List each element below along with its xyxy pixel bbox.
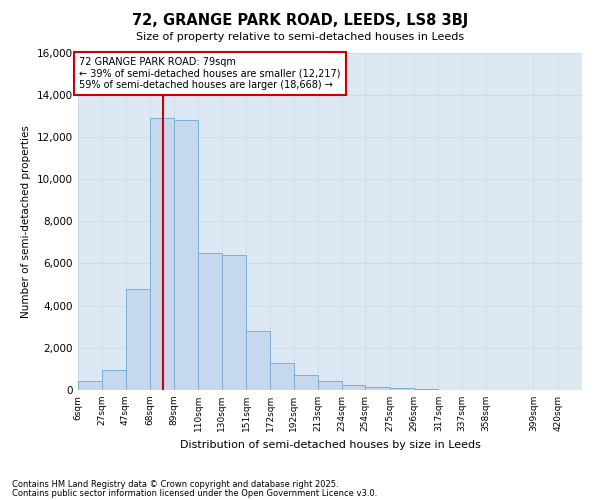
Bar <box>318 381 342 390</box>
Bar <box>174 120 199 390</box>
Text: Size of property relative to semi-detached houses in Leeds: Size of property relative to semi-detach… <box>136 32 464 42</box>
Bar <box>103 370 125 390</box>
Text: Contains HM Land Registry data © Crown copyright and database right 2025.: Contains HM Land Registry data © Crown c… <box>12 480 338 489</box>
Bar <box>389 388 414 390</box>
Bar <box>414 389 439 390</box>
Bar <box>125 289 150 390</box>
Text: Contains public sector information licensed under the Open Government Licence v3: Contains public sector information licen… <box>12 489 377 498</box>
Bar <box>199 253 221 390</box>
Bar <box>293 375 318 390</box>
Bar <box>342 384 365 390</box>
Bar <box>365 387 389 390</box>
Text: 72 GRANGE PARK ROAD: 79sqm
← 39% of semi-detached houses are smaller (12,217)
59: 72 GRANGE PARK ROAD: 79sqm ← 39% of semi… <box>79 56 341 90</box>
Bar <box>78 381 103 390</box>
Bar <box>271 362 293 390</box>
Text: 72, GRANGE PARK ROAD, LEEDS, LS8 3BJ: 72, GRANGE PARK ROAD, LEEDS, LS8 3BJ <box>132 12 468 28</box>
X-axis label: Distribution of semi-detached houses by size in Leeds: Distribution of semi-detached houses by … <box>179 440 481 450</box>
Bar <box>150 118 174 390</box>
Bar <box>246 331 271 390</box>
Y-axis label: Number of semi-detached properties: Number of semi-detached properties <box>22 125 31 318</box>
Bar <box>221 255 246 390</box>
